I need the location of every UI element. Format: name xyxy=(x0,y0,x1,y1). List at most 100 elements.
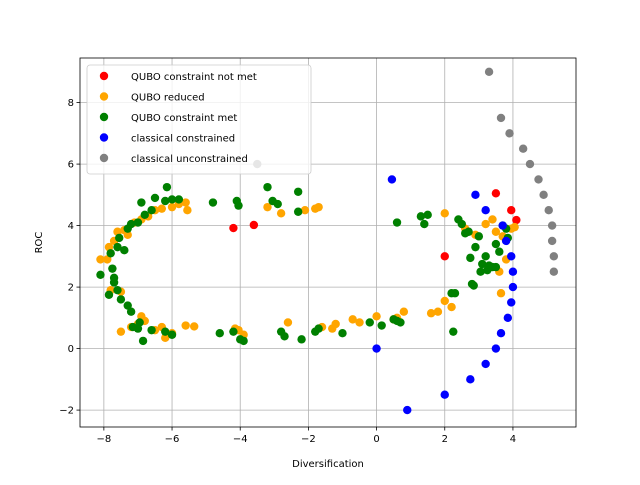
data-point-series-4 xyxy=(549,267,559,276)
data-point-series-3 xyxy=(503,313,513,323)
axis-ticks: −8 −6 −4 −2 0 2 4 −2 0 2 4 6 8 xyxy=(59,98,516,445)
data-point-series-1 xyxy=(123,230,132,240)
data-point-series-1 xyxy=(300,206,310,215)
data-point-series-2 xyxy=(338,329,347,338)
x-tick-label: −6 xyxy=(165,434,180,445)
x-tick-label: −2 xyxy=(301,434,316,445)
data-point-series-2 xyxy=(120,245,129,255)
data-point-series-4 xyxy=(539,190,548,200)
data-point-series-3 xyxy=(403,405,412,415)
data-point-series-2 xyxy=(273,199,282,209)
legend-marker xyxy=(99,112,109,122)
data-point-series-4 xyxy=(534,175,543,184)
data-point-series-2 xyxy=(263,182,272,192)
data-point-series-1 xyxy=(103,255,112,264)
data-point-series-2 xyxy=(491,262,501,272)
legend-label: classical unconstrained xyxy=(131,154,248,165)
data-point-series-1 xyxy=(491,227,501,236)
y-tick-label: 6 xyxy=(68,160,74,171)
data-point-series-2 xyxy=(104,290,114,299)
data-point-series-4 xyxy=(544,206,553,215)
data-point-series-1 xyxy=(481,219,490,229)
data-point-series-1 xyxy=(263,202,272,212)
data-point-series-3 xyxy=(507,298,516,307)
data-point-series-2 xyxy=(481,252,490,261)
y-tick-label: −2 xyxy=(59,406,74,417)
data-point-series-2 xyxy=(126,219,136,229)
data-points xyxy=(96,67,559,415)
data-point-series-2 xyxy=(495,247,504,256)
data-point-series-2 xyxy=(416,212,426,221)
legend-marker xyxy=(99,92,109,101)
y-tick-label: 8 xyxy=(68,98,74,109)
data-point-series-2 xyxy=(161,327,170,336)
data-point-series-2 xyxy=(471,242,480,252)
legend-label: QUBO constraint not met xyxy=(131,72,257,83)
data-point-series-3 xyxy=(466,375,475,384)
y-axis-label: ROC xyxy=(34,232,45,254)
data-point-series-2 xyxy=(115,233,124,243)
data-point-series-0 xyxy=(440,252,449,261)
data-point-series-2 xyxy=(280,332,289,341)
data-point-series-1 xyxy=(161,333,170,343)
data-point-series-1 xyxy=(331,319,340,329)
data-point-series-2 xyxy=(167,330,177,339)
x-tick-label: 0 xyxy=(373,434,379,445)
data-point-series-2 xyxy=(150,193,160,203)
data-point-series-2 xyxy=(478,259,487,269)
data-point-series-3 xyxy=(508,267,518,276)
data-point-series-1 xyxy=(167,202,177,212)
data-point-series-2 xyxy=(215,329,224,338)
data-point-series-3 xyxy=(501,236,511,246)
data-point-series-2 xyxy=(450,289,460,298)
data-point-series-2 xyxy=(108,264,117,273)
data-point-series-3 xyxy=(508,282,518,292)
data-point-series-2 xyxy=(491,239,501,249)
data-point-series-3 xyxy=(491,344,501,353)
legend-label: QUBO reduced xyxy=(131,93,205,104)
data-point-series-4 xyxy=(496,113,506,123)
data-point-series-1 xyxy=(348,315,357,324)
data-point-series-1 xyxy=(116,327,126,336)
data-point-series-2 xyxy=(469,281,478,290)
data-point-series-2 xyxy=(123,301,132,310)
data-point-series-1 xyxy=(189,322,199,331)
legend-marker xyxy=(99,133,109,142)
data-point-series-2 xyxy=(133,218,143,227)
data-point-series-1 xyxy=(276,209,286,218)
data-point-series-2 xyxy=(314,324,323,333)
data-point-series-2 xyxy=(140,210,149,220)
data-point-series-2 xyxy=(109,278,119,287)
data-point-series-3 xyxy=(387,175,397,184)
data-point-series-1 xyxy=(440,296,449,306)
data-point-series-1 xyxy=(496,289,506,298)
data-point-series-0 xyxy=(229,223,238,233)
data-point-series-2 xyxy=(474,232,484,241)
data-point-series-2 xyxy=(466,253,475,263)
data-point-series-3 xyxy=(498,221,507,230)
data-point-series-2 xyxy=(297,335,306,344)
data-point-series-1 xyxy=(372,312,381,321)
data-point-series-0 xyxy=(507,206,516,215)
data-point-series-4 xyxy=(549,252,559,261)
data-point-series-2 xyxy=(377,321,386,330)
data-point-series-2 xyxy=(147,325,156,335)
data-point-series-2 xyxy=(113,242,122,252)
data-point-series-1 xyxy=(181,321,190,330)
data-point-series-2 xyxy=(135,318,144,327)
x-tick-label: −8 xyxy=(96,434,111,445)
x-tick-label: −4 xyxy=(233,434,248,445)
legend-marker xyxy=(99,71,109,81)
data-point-series-2 xyxy=(423,210,432,220)
data-point-series-3 xyxy=(507,252,516,261)
data-point-series-4 xyxy=(518,144,528,153)
data-point-series-1 xyxy=(488,215,497,224)
data-point-series-4 xyxy=(525,159,535,169)
x-tick-label: 2 xyxy=(442,434,448,445)
data-point-series-3 xyxy=(471,190,480,200)
x-axis-label: Diversification xyxy=(292,459,364,470)
data-point-series-3 xyxy=(440,390,449,399)
data-point-series-2 xyxy=(113,285,122,295)
legend: QUBO constraint not met QUBO reduced QUBO … xyxy=(86,64,312,175)
